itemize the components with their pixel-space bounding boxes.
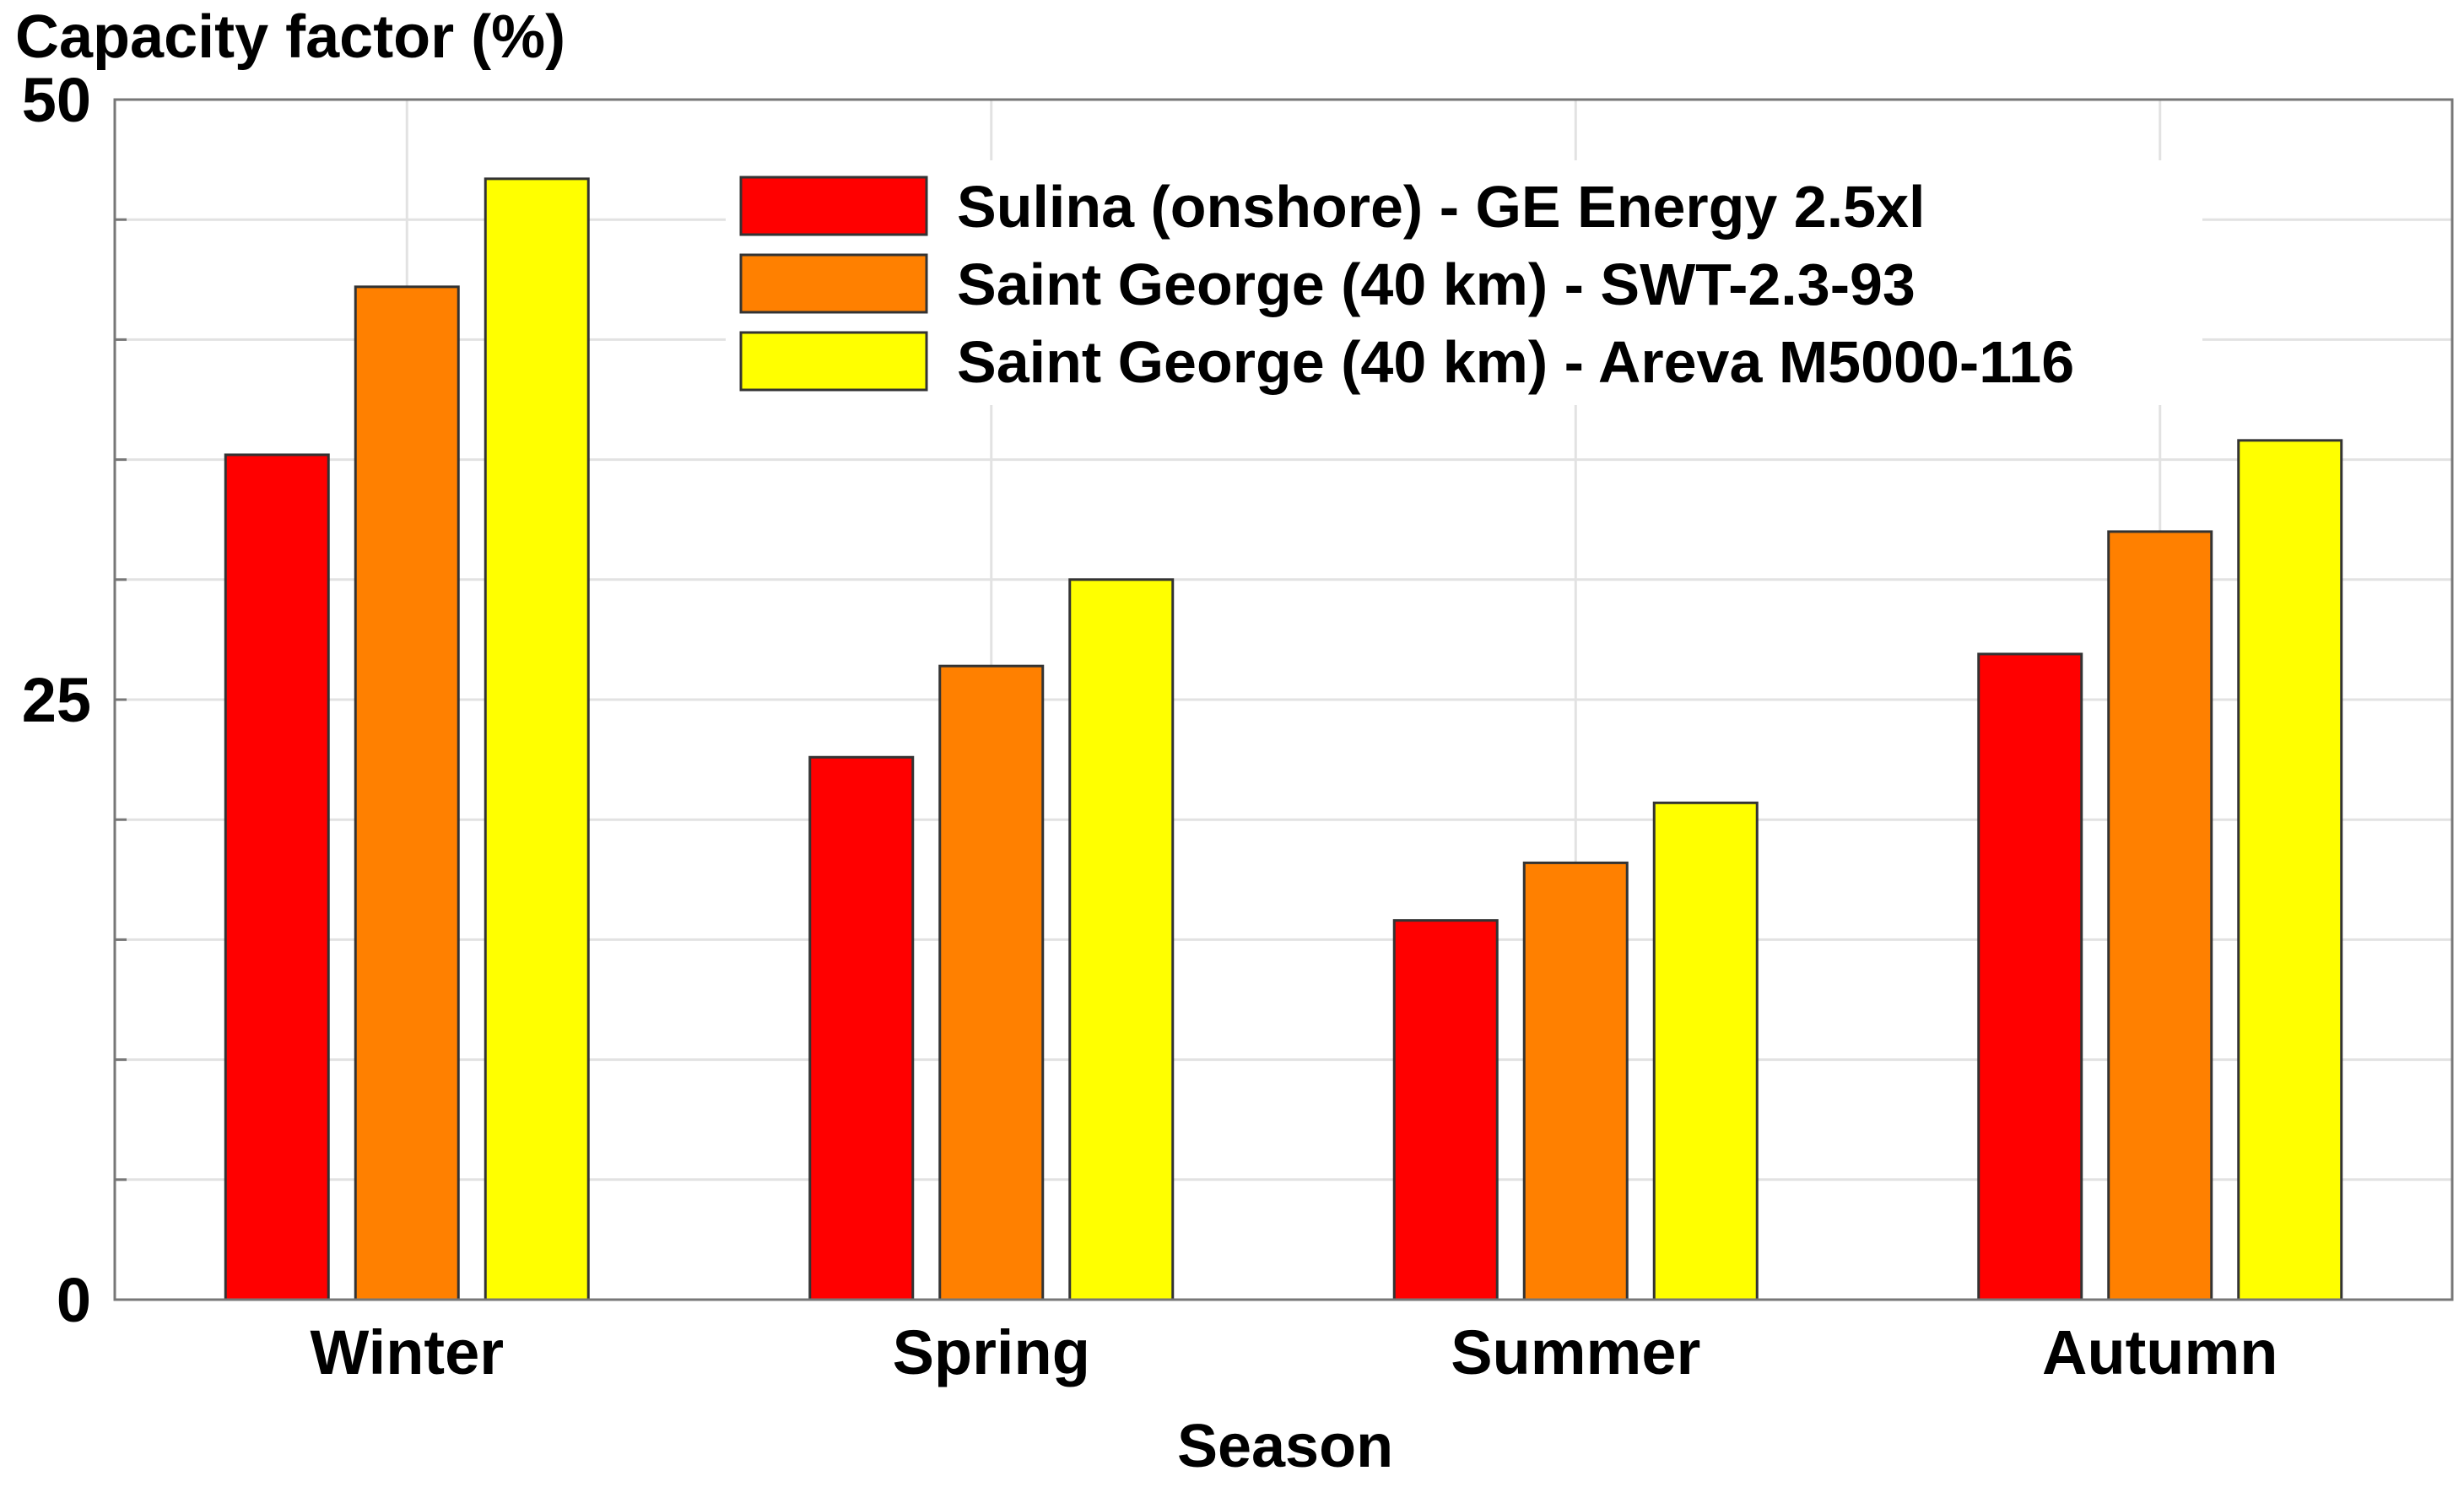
bar-winter-series-3 <box>484 177 590 1301</box>
y-tick-label: 50 <box>22 65 91 135</box>
bar-summer-series-1 <box>1392 919 1499 1301</box>
bar-summer-series-2 <box>1522 861 1629 1301</box>
bar-spring-series-1 <box>808 755 915 1301</box>
y-tick-label: 25 <box>22 665 91 735</box>
x-tick-label-summer: Summer <box>1451 1317 1700 1387</box>
x-axis-title: Season <box>1177 1413 1393 1480</box>
legend-box <box>726 160 2202 405</box>
bar-spring-series-2 <box>938 664 1045 1301</box>
y-axis-ticks: 0 25 50 <box>22 65 127 1335</box>
bar-winter-series-2 <box>354 285 460 1301</box>
x-tick-label-autumn: Autumn <box>2042 1317 2278 1387</box>
bar-winter-series-1 <box>224 453 330 1301</box>
x-axis-ticks: Winter Spring Summer Autumn <box>310 1317 2278 1387</box>
legend-label-1: Sulina (onshore) - GE Energy 2.5xl <box>957 174 1925 240</box>
bar-autumn-series-1 <box>1977 652 2083 1301</box>
legend: Sulina (onshore) - GE Energy 2.5xl Saint … <box>726 160 2202 405</box>
legend-label-2: Saint George (40 km) - SWT-2.3-93 <box>957 251 1916 317</box>
bar-spring-series-3 <box>1068 578 1175 1301</box>
y-axis-title: Capacity factor (%) <box>15 3 565 71</box>
legend-swatch-2 <box>739 253 928 314</box>
legend-swatch-3 <box>739 331 928 392</box>
bar-summer-series-3 <box>1652 801 1759 1301</box>
bars <box>224 177 2343 1301</box>
x-tick-label-spring: Spring <box>893 1317 1090 1387</box>
x-tick-label-winter: Winter <box>310 1317 504 1387</box>
y-tick-label: 0 <box>57 1265 91 1335</box>
legend-label-3: Saint George (40 km) - Areva M5000-116 <box>957 329 2074 395</box>
legend-swatch-1 <box>739 176 928 236</box>
bar-autumn-series-2 <box>2107 530 2213 1301</box>
bar-autumn-series-3 <box>2237 439 2343 1301</box>
